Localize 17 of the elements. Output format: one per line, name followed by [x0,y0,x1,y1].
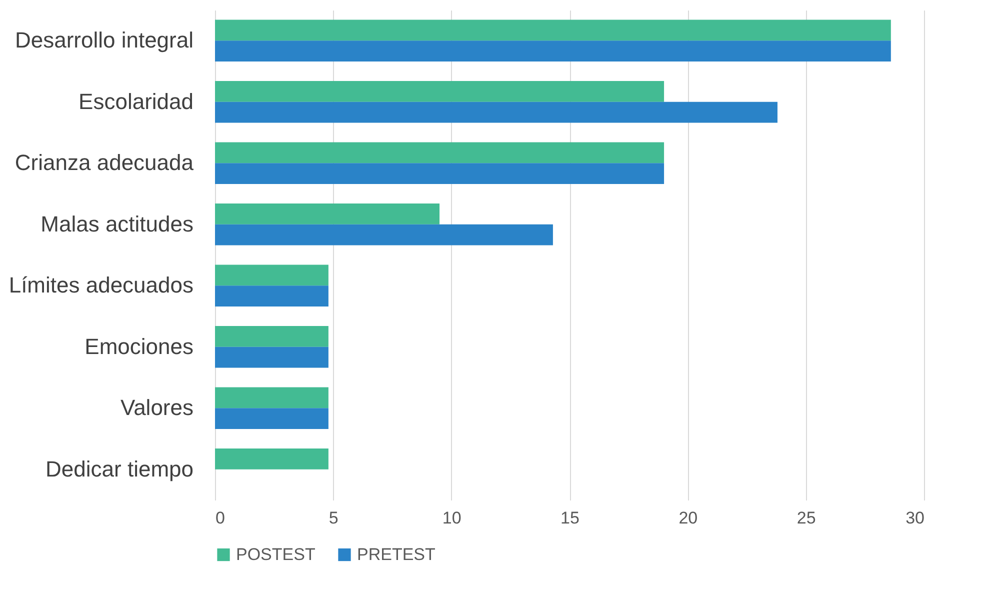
x-tick-label: 15 [560,508,580,528]
legend-label: PRETEST [357,544,436,564]
y-tick-label: Desarrollo integral [14,28,194,53]
x-tick-label: 5 [328,508,338,528]
x-tick-label: 30 [906,508,924,528]
x-tick-label: 25 [796,508,816,528]
x-tick-label: 20 [678,508,698,528]
y-tick-label: Escolaridad [78,88,194,114]
y-tick-label: Crianza adecuada [14,150,194,176]
legend-label: POSTEST [236,544,316,564]
y-tick-label: Malas actitudes [40,211,194,236]
y-tick-label: Límites adecuados [8,272,194,298]
y-tick-label: Valores [120,395,194,420]
x-tick-label: 10 [442,508,462,528]
y-tick-label: Emociones [84,334,194,359]
y-tick-label: Dedicar tiempo [46,456,194,482]
x-tick-label: 0 [216,508,225,528]
